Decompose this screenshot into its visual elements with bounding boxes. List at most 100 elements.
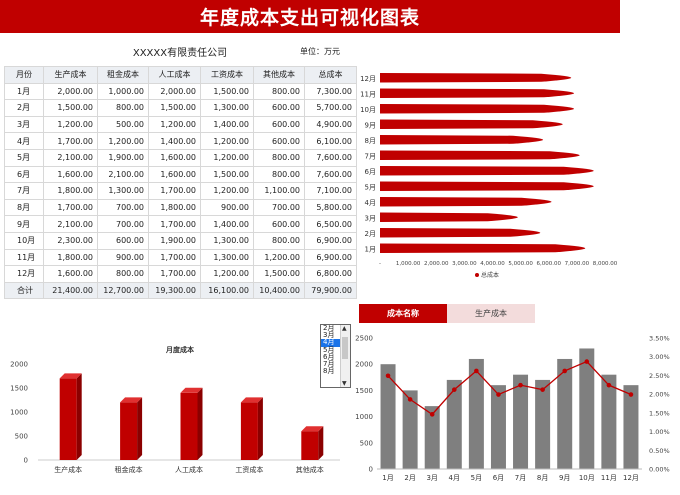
x-tick-label: 2月 — [404, 474, 415, 482]
bar — [380, 227, 541, 238]
bar — [490, 385, 506, 469]
listbox-option[interactable]: 7月 — [323, 359, 335, 368]
production-cost-combo-chart: 0 500 1000 1500 2000 2500 0.00% 0.50% 1.00% 1.50%… — [355, 335, 670, 483]
line-point — [407, 397, 413, 402]
listbox-option[interactable]: 4月 — [321, 339, 340, 347]
table-cell: 12,700.00 — [97, 281, 149, 300]
table-cell: 2,000.00 — [148, 82, 201, 101]
table-cell: 11月 — [4, 248, 44, 267]
table-cell: 1,700.00 — [148, 265, 201, 283]
listbox-option[interactable]: 8月 — [323, 367, 335, 376]
cost-table: 月份 生产成本 租金成本 人工成本 工资成本 其他成本 总成本 1月 2,000.00 1,00… — [4, 66, 357, 300]
company-name: XXXXX有限责任公司 — [132, 48, 228, 59]
x-tick-label: 10月 — [579, 474, 595, 482]
x-tick-label: 租金成本 — [115, 465, 143, 474]
table-cell: 800.00 — [253, 231, 305, 250]
bar — [380, 150, 580, 161]
column-header: 其他成本 — [253, 66, 305, 84]
table-cell: 1,600.00 — [148, 165, 201, 184]
table-cell: 5,800.00 — [304, 198, 357, 217]
table-cell: 1,200.00 — [200, 265, 254, 283]
table-cell: 2,100.00 — [97, 165, 149, 184]
y2-tick-label: 1.50% — [649, 409, 670, 417]
table-cell: 1,400.00 — [200, 115, 254, 134]
listbox-option[interactable]: 3月 — [323, 331, 335, 340]
table-cell: 1,200.00 — [43, 115, 98, 134]
line-point — [584, 359, 590, 364]
x-tick-label: 12月 — [623, 474, 639, 482]
table-row: 12月 1,600.00 800.00 1,700.00 1,200.00 1,500.0… — [4, 265, 357, 283]
y2-tick-label: 3.50% — [649, 335, 670, 343]
table-cell: 1,700.00 — [148, 248, 201, 267]
cost-type-selector[interactable]: 生产成本 — [447, 304, 535, 323]
table-cell: 16,100.00 — [200, 281, 254, 300]
y-tick-label: 2000 — [355, 361, 373, 369]
table-cell: 合计 — [4, 281, 44, 300]
y-tick-label: 1月 — [365, 245, 376, 253]
table-header-row: 月份 生产成本 租金成本 人工成本 工资成本 其他成本 总成本 — [4, 66, 357, 84]
table-cell: 7,600.00 — [304, 165, 357, 184]
listbox-option[interactable]: 2月 — [323, 324, 335, 332]
table-cell: 1,500.00 — [43, 99, 98, 117]
table-cell: 1,300.00 — [97, 182, 149, 200]
scroll-up-icon[interactable]: ▲ — [342, 325, 347, 332]
x-tick-label: 4月 — [449, 474, 460, 482]
x-tick-label: 工资成本 — [235, 465, 263, 474]
table-cell: 600.00 — [97, 231, 149, 250]
table-cell: 1,200.00 — [97, 132, 149, 150]
y-tick-label: 3月 — [365, 214, 376, 222]
listbox-option[interactable]: 6月 — [323, 352, 335, 361]
table-cell: 19,300.00 — [148, 281, 201, 300]
listbox-scrollbar[interactable]: ▲ ▼ — [340, 325, 350, 387]
cost-name-label: 成本名称 — [359, 304, 447, 323]
table-cell: 800.00 — [97, 99, 149, 117]
bar — [446, 379, 462, 469]
table-cell: 4月 — [4, 132, 44, 150]
y2-tick-label: 0.50% — [649, 447, 670, 455]
bar-front — [120, 402, 138, 460]
y-tick-label: 0 — [369, 466, 373, 474]
line-point — [385, 373, 391, 379]
bar-side — [257, 397, 263, 460]
table-row: 6月 1,600.00 2,100.00 1,600.00 1,500.00 800.00… — [4, 165, 357, 184]
table-cell: 10月 — [4, 231, 44, 250]
table-cell: 7,100.00 — [304, 182, 357, 200]
scroll-down-icon[interactable]: ▼ — [342, 380, 347, 387]
table-row: 7月 1,800.00 1,300.00 1,700.00 1,200.00 1,100.… — [4, 182, 357, 200]
x-tick-label: 3,000.00 — [452, 261, 477, 267]
table-cell: 10,400.00 — [253, 281, 305, 300]
x-tick-label: 8,000.00 — [593, 261, 618, 267]
table-cell: 500.00 — [97, 115, 149, 134]
x-tick-label: 3月 — [426, 474, 437, 482]
scroll-thumb[interactable] — [342, 337, 348, 359]
line-point — [451, 387, 457, 392]
y-tick-label: 2500 — [355, 335, 373, 343]
page-title: 年度成本支出可视化图表 — [0, 0, 620, 33]
listbox-option[interactable]: 5月 — [323, 345, 335, 354]
bar — [535, 379, 551, 469]
table-cell: 1,200.00 — [253, 248, 305, 267]
table-cell: 800.00 — [253, 165, 305, 184]
table-cell: 4,900.00 — [304, 115, 357, 134]
table-cell: 600.00 — [253, 132, 305, 150]
table-cell: 600.00 — [253, 99, 305, 117]
monthly-cost-3d-chart: 月度成本 0 500 1000 1500 2000 生产成本 租金成本 人工成本 工资成本 其他成本 — [10, 345, 340, 474]
y-tick-label: 2月 — [365, 230, 376, 238]
table-cell: 1,400.00 — [200, 215, 254, 233]
bar-front — [59, 378, 77, 460]
table-cell: 3月 — [4, 115, 44, 134]
table-cell: 1,800.00 — [43, 248, 98, 267]
table-cell: 900.00 — [97, 248, 149, 267]
table-row: 10月 2,300.00 600.00 1,900.00 1,300.00 800.00 6… — [4, 231, 357, 250]
table-row: 3月 1,200.00 500.00 1,200.00 1,400.00 600.00 4,… — [4, 115, 357, 134]
series-line — [387, 360, 632, 416]
table-cell: 2,100.00 — [43, 148, 98, 167]
table-cell: 1,700.00 — [148, 182, 201, 200]
table-cell: 1,500.00 — [148, 99, 201, 117]
table-cell: 1,100.00 — [253, 182, 305, 200]
table-cell: 12月 — [4, 265, 44, 283]
bar — [380, 88, 575, 99]
bar-side — [318, 426, 324, 460]
month-listbox[interactable]: 2月 3月 4月 5月 6月 7月 8月 ▲ ▼ — [320, 324, 351, 388]
table-cell: 1,200.00 — [200, 148, 254, 167]
